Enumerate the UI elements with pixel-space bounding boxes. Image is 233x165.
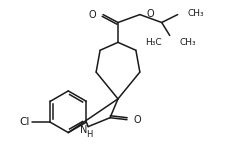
Text: CH₃: CH₃	[180, 38, 196, 47]
Text: O: O	[147, 9, 154, 19]
Text: H: H	[86, 130, 92, 139]
Text: N: N	[79, 125, 87, 135]
Text: CH₃: CH₃	[188, 9, 204, 18]
Text: Cl: Cl	[19, 117, 30, 127]
Text: H₃C: H₃C	[145, 38, 162, 47]
Text: O: O	[134, 115, 141, 125]
Text: O: O	[89, 10, 96, 20]
